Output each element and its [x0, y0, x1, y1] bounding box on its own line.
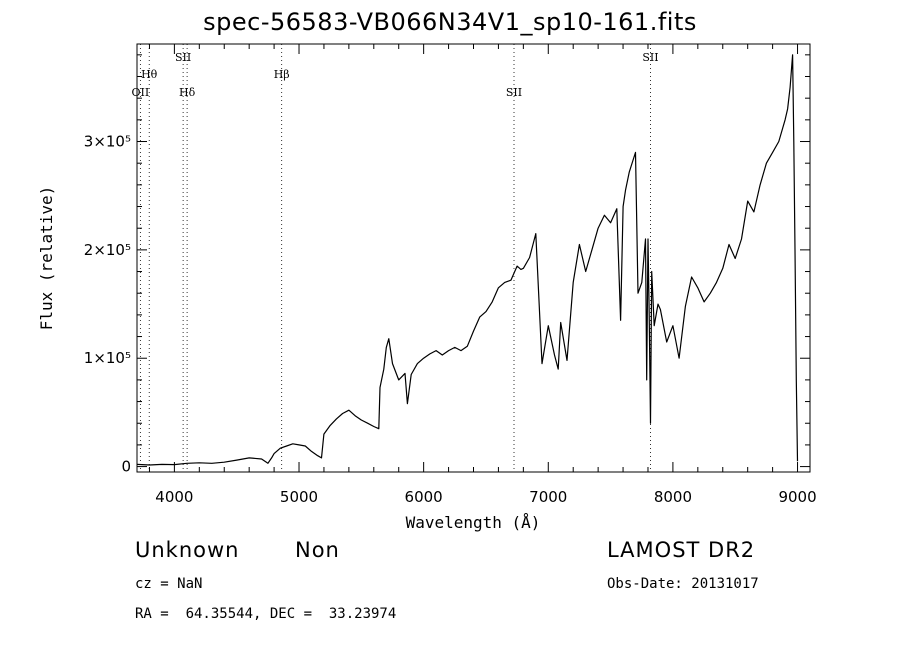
line-label-3: Hδ: [179, 86, 196, 99]
spectrum-line-0: [136, 54, 799, 466]
survey-label: LAMOST DR2: [607, 538, 756, 562]
line-label-1: Hθ: [141, 68, 158, 81]
x-tick-label-2: 6000: [405, 488, 443, 506]
line-label-5: SII: [506, 86, 522, 99]
coordinates-text: RA = 64.35544, DEC = 33.23974: [135, 606, 397, 622]
spectrum-series: [136, 54, 799, 466]
plot-frame: [136, 43, 811, 473]
line-markers: [139, 44, 651, 472]
line-label-0: OII: [132, 86, 150, 99]
x-tick-label-0: 4000: [155, 488, 193, 506]
redshift-text: cz = NaN: [135, 576, 203, 592]
object-class: Unknown: [135, 538, 240, 562]
y-tick-label-1: 1×10⁵: [84, 349, 131, 367]
x-tick-label-4: 8000: [654, 488, 692, 506]
x-axis: 4000 5000 6000 7000 8000 9000: [148, 44, 817, 506]
line-label-6: SII: [642, 51, 658, 64]
line-labels: OII Hθ SII Hδ Hβ SII SII: [132, 51, 659, 99]
x-tick-label-1: 5000: [280, 488, 318, 506]
y-tick-label-0: 0: [121, 458, 131, 476]
x-tick-label-5: 9000: [778, 488, 816, 506]
x-axis-label: Wavelength (Å): [406, 513, 541, 532]
y-tick-label-3: 3×10⁵: [84, 133, 131, 151]
line-label-4: Hβ: [274, 68, 290, 81]
object-subclass: Non: [295, 538, 340, 562]
line-label-2: SII: [175, 51, 191, 64]
obs-date-text: Obs-Date: 20131017: [607, 576, 759, 592]
y-tick-label-2: 2×10⁵: [84, 241, 131, 259]
chart-title: spec-56583-VB066N34V1_sp10-161.fits: [203, 8, 697, 36]
x-tick-label-3: 7000: [529, 488, 567, 506]
y-axis-label: Flux (relative): [37, 186, 56, 331]
y-axis: 0 1×10⁵ 2×10⁵ 3×10⁵: [84, 54, 810, 476]
